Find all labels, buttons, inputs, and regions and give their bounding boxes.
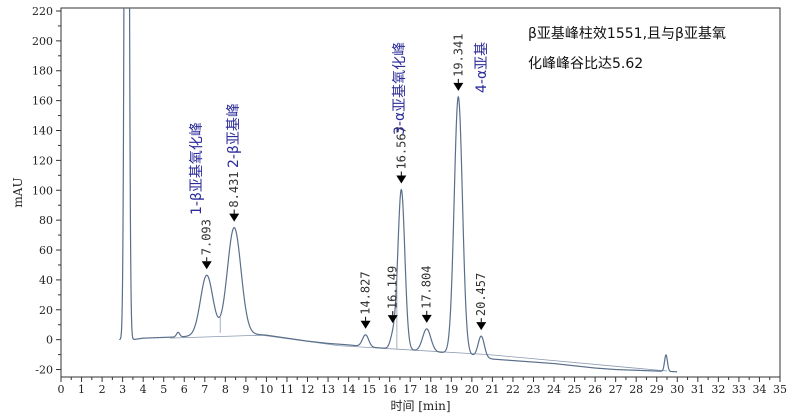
y-tick-label: 180 (32, 65, 53, 78)
x-tick-label: 8 (222, 383, 229, 396)
peak-marker (476, 322, 487, 331)
chromatogram-trace (118, 8, 678, 373)
peak-label: 17.804 (420, 266, 434, 309)
peak-label: 19.341 (451, 34, 465, 77)
plot-frame (60, 7, 781, 378)
peak-label: 14.827 (359, 271, 373, 314)
x-tick-label: 26 (588, 383, 602, 396)
x-tick-label: 3 (119, 383, 126, 396)
x-tick-label: 20 (465, 383, 479, 396)
x-tick-label: 27 (609, 383, 623, 396)
trace-layer (118, 8, 678, 373)
axes: 0 1 2 3 4 5 6 7 8 9 10 11 12 13 14 15 16 17 18 19 20 21 22 23 24… (11, 5, 787, 413)
x-tick-label: 19 (444, 383, 458, 396)
x-tick-label: 0 (58, 383, 65, 396)
x-tick-label: 11 (280, 383, 294, 396)
x-tick-label: 16 (383, 383, 397, 396)
y-tick-label: -20 (35, 364, 53, 377)
x-tick-label: 14 (342, 383, 356, 396)
peak-marker (229, 213, 240, 222)
x-tick-label: 22 (506, 383, 520, 396)
x-tick-label: 35 (773, 383, 787, 396)
x-tick-label: 15 (362, 383, 376, 396)
x-tick-label: 9 (242, 383, 249, 396)
x-tick-label: 28 (629, 383, 643, 396)
note-line: 化峰峰谷比达5.62 (528, 56, 643, 72)
y-tick-label: 20 (39, 304, 53, 317)
y-tick-label: 200 (32, 35, 53, 48)
peak-marker (453, 82, 464, 91)
y-tick-label: 100 (32, 184, 53, 197)
peak-annotation: 3-α亚基氧化峰 (391, 42, 408, 135)
y-tick-label: 40 (39, 274, 53, 287)
x-tick-label: 23 (526, 383, 540, 396)
peak-marker (387, 315, 398, 324)
x-tick-label: 18 (424, 383, 438, 396)
peak-annotation: 1-β亚基氧化峰 (188, 122, 205, 215)
labels: 7.093 8.431 14.827 16.149 16.567 17.804 19.341… (188, 25, 726, 316)
y-tick-label: 0 (46, 334, 53, 347)
x-tick-label: 1 (78, 383, 85, 396)
x-tick-label: 13 (321, 383, 335, 396)
peak-label: 16.149 (386, 266, 400, 309)
x-tick-label: 34 (752, 383, 766, 396)
y-tick-label: 160 (32, 95, 53, 108)
x-tick-label: 12 (301, 383, 315, 396)
x-tick-label: 24 (547, 383, 561, 396)
peak-marks (201, 78, 487, 331)
x-tick-label: 6 (181, 383, 188, 396)
x-tick-label: 33 (732, 383, 746, 396)
x-tick-label: 25 (568, 383, 582, 396)
y-tick-label: 140 (32, 125, 53, 138)
x-tick-label: 21 (485, 383, 499, 396)
x-tick-label: 2 (99, 383, 106, 396)
x-axis-label: 时间 [min] (390, 399, 450, 413)
peak-label: 8.431 (227, 171, 241, 207)
x-tick-label: 31 (691, 383, 705, 396)
x-tick-label: 32 (711, 383, 725, 396)
peak-label: 20.457 (474, 273, 488, 316)
peak-marker (421, 314, 432, 323)
x-tick-label: 30 (670, 383, 684, 396)
y-tick-label: 60 (39, 244, 53, 257)
peak-label: 7.093 (200, 219, 214, 255)
y-tick-label: 220 (32, 5, 53, 18)
y-tick-label: 80 (39, 214, 53, 227)
peak-annotation: 4-α亚基 (473, 42, 490, 93)
x-tick-label: 4 (140, 383, 147, 396)
y-tick-label: 120 (32, 154, 53, 167)
x-tick-label: 10 (259, 383, 273, 396)
integration-baseline (169, 334, 668, 372)
x-tick-label: 17 (403, 383, 417, 396)
x-tick-label: 7 (201, 383, 208, 396)
x-tick-label: 5 (160, 383, 167, 396)
peak-marker (396, 175, 407, 184)
y-axis-label: mAU (11, 177, 25, 207)
peak-marker (360, 320, 371, 329)
peak-annotation: 2-β亚基峰 (225, 103, 242, 168)
peak-label: 16.567 (394, 126, 408, 169)
note-line: β亚基峰柱效1551,且与β亚基氧 (528, 25, 726, 42)
x-tick-label: 29 (650, 383, 664, 396)
peak-marker (201, 261, 212, 270)
